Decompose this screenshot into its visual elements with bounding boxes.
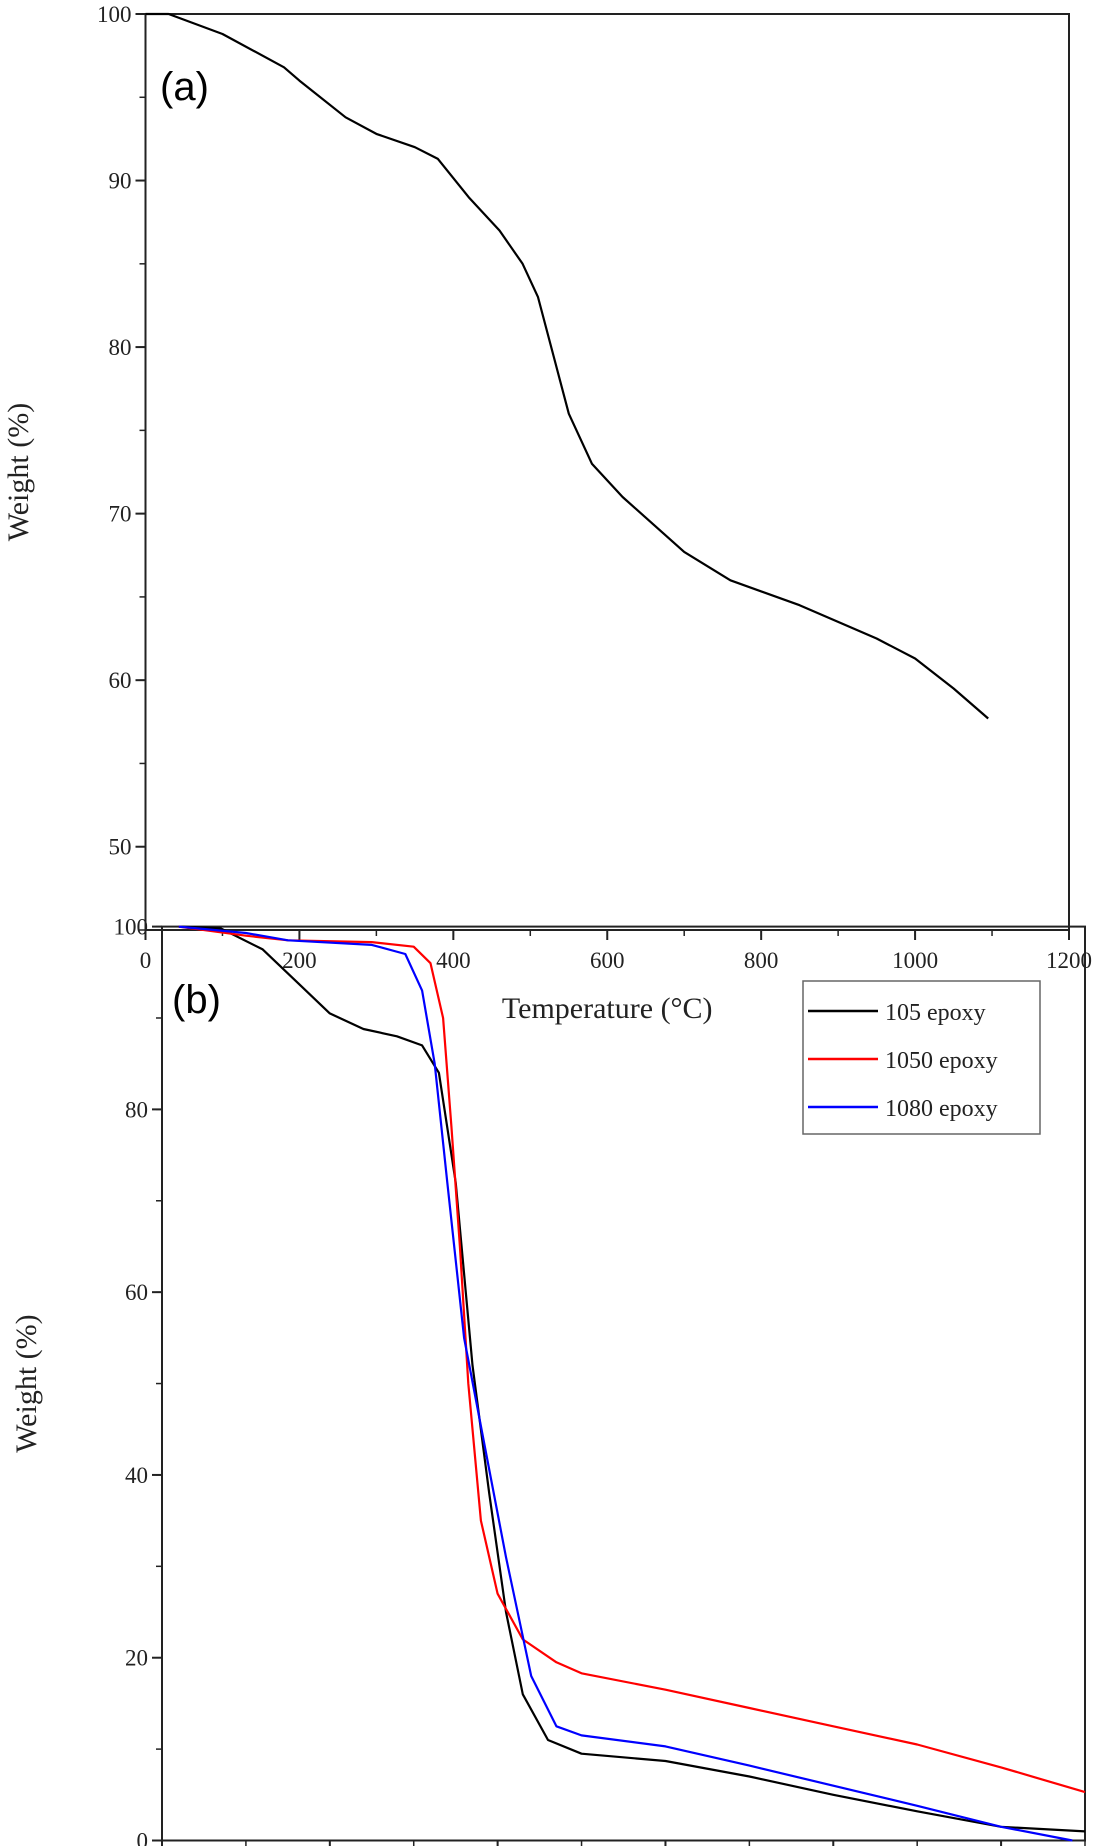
x-tick-label: 800 [744, 948, 779, 973]
y-tick-label: 60 [109, 668, 132, 693]
x-tick-label: 600 [590, 948, 625, 973]
legend-label: 1050 epoxy [885, 1048, 998, 1074]
x-tick-label: 1000 [892, 948, 938, 973]
y-tick-label: 20 [125, 1646, 148, 1671]
y-tick-label: 100 [97, 2, 132, 27]
x-axis-title: Temperature (°C) [502, 992, 713, 1025]
series-line-TGA [145, 12, 989, 720]
y-axis-title: Weight (%) [10, 1314, 43, 1452]
panel-label: (b) [172, 978, 221, 1022]
x-tick-label: 0 [140, 948, 152, 973]
legend-label: 105 epoxy [885, 1000, 986, 1026]
y-tick-label: 90 [109, 169, 132, 194]
y-tick-label: 60 [125, 1280, 148, 1305]
panel-label: (a) [160, 65, 209, 109]
y-tick-label: 0 [137, 1829, 149, 1846]
y-tick-label: 40 [125, 1463, 148, 1488]
chart-b: 0 200 400 600 800 1000 0 20 40 60 80 100 Temperature… [10, 915, 1086, 1846]
y-tick-label: 80 [109, 335, 132, 360]
y-tick-label: 100 [114, 915, 149, 940]
x-tick-label: 400 [436, 948, 471, 973]
legend-box [802, 980, 1041, 1135]
series-line-1050-epoxy [178, 925, 1086, 1794]
series-line-1080-epoxy [178, 925, 1073, 1842]
y-axis-title: Weight (%) [2, 403, 35, 541]
legend-label: 1080 epoxy [885, 1096, 998, 1122]
y-tick-label: 80 [125, 1097, 148, 1122]
plot-frame [144, 13, 1070, 931]
legend: 105 epoxy 1050 epoxy 1080 epoxy [802, 980, 1041, 1135]
chart-a: 0 200 400 600 800 1000 12005060708090100Temper… [2, 2, 1092, 1025]
x-tick-label: 200 [282, 948, 317, 973]
y-tick-label: 70 [109, 502, 132, 527]
y-tick-label: 50 [109, 835, 132, 860]
